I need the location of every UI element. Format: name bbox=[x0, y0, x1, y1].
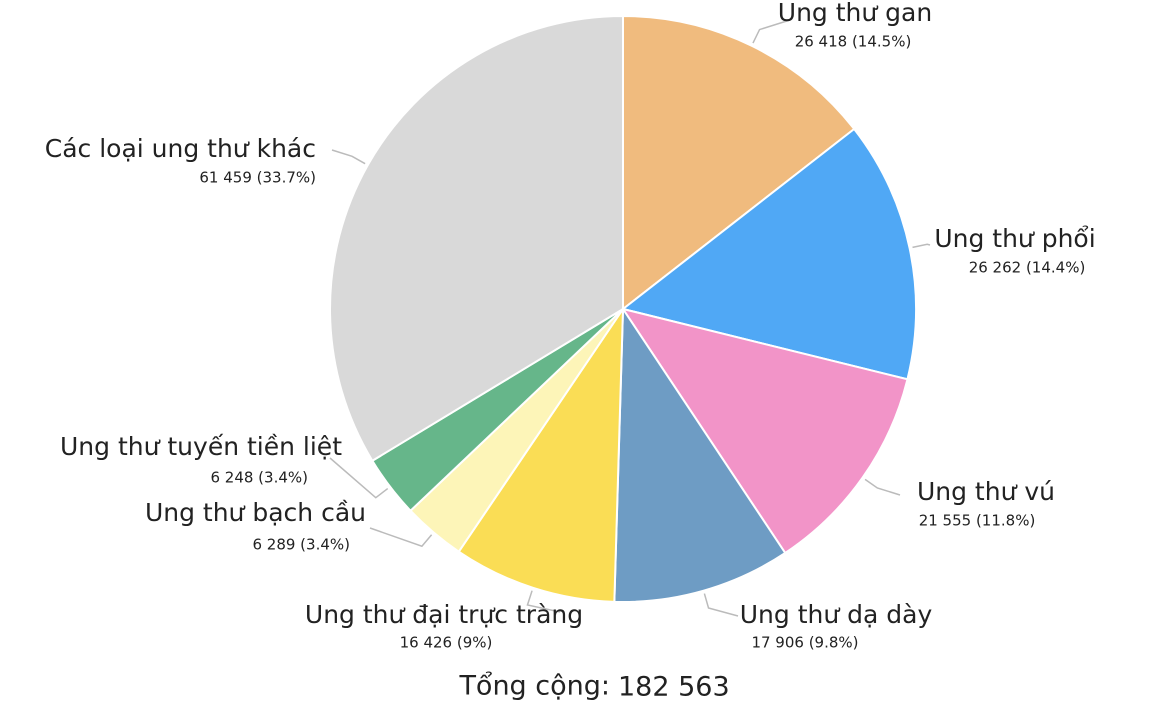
total-value: 182 563 bbox=[618, 672, 730, 703]
slice-label: Ung thư tuyến tiền liệt bbox=[60, 432, 342, 461]
slice-value-label: 6 248 (3.4%) bbox=[210, 469, 308, 487]
pie-slice bbox=[620, 307, 909, 555]
leader-line bbox=[864, 478, 901, 496]
leader-line bbox=[369, 527, 433, 548]
pie-slice bbox=[329, 14, 624, 463]
slice-value-label: 16 426 (9%) bbox=[400, 634, 493, 652]
slice-label: Ung thư đại trực tràng bbox=[305, 600, 583, 629]
leader-line bbox=[526, 590, 561, 613]
leader-line bbox=[703, 593, 739, 617]
leader-line bbox=[912, 243, 931, 249]
slice-label: Các loại ung thư khác bbox=[45, 134, 316, 163]
pie-slice bbox=[622, 14, 856, 312]
leader-line bbox=[331, 149, 366, 165]
slice-label: Ung thư vú bbox=[917, 477, 1055, 506]
slice-label: Ung thư gan bbox=[778, 0, 932, 27]
slice-value-label: 21 555 (11.8%) bbox=[919, 512, 1036, 530]
slice-label: Ung thư phổi bbox=[934, 224, 1095, 253]
slice-label: Ung thư bạch cầu bbox=[145, 498, 366, 527]
slice-value-label: 17 906 (9.8%) bbox=[751, 634, 858, 652]
pie-slice bbox=[457, 305, 625, 603]
total-label: Tổng cộng: bbox=[458, 671, 610, 702]
slice-label: Ung thư dạ dày bbox=[740, 600, 933, 629]
pie-slice bbox=[620, 127, 917, 381]
slice-value-label: 6 289 (3.4%) bbox=[252, 536, 350, 554]
leader-line bbox=[752, 19, 791, 44]
slice-value-label: 26 262 (14.4%) bbox=[969, 259, 1086, 277]
pie-slice bbox=[613, 305, 787, 603]
leader-line bbox=[329, 457, 389, 499]
slice-value-label: 61 459 (33.7%) bbox=[199, 169, 316, 187]
slice-value-label: 26 418 (14.5%) bbox=[795, 33, 912, 51]
